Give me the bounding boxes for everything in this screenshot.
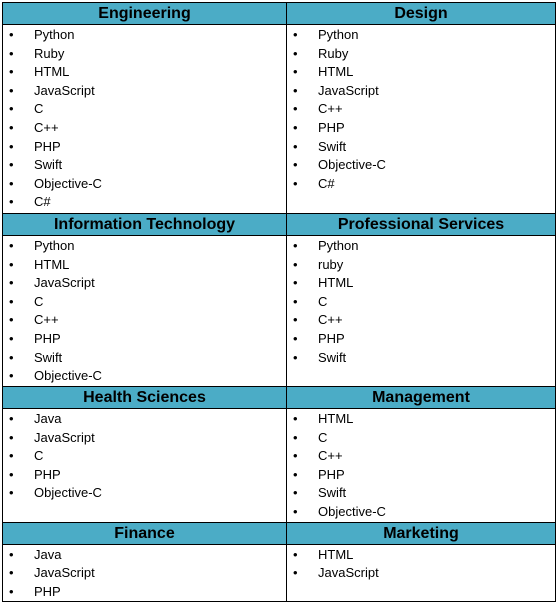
language-list-item: Objective-C xyxy=(3,367,286,386)
health-sciences-cell: JavaJavaScriptCPHPObjective-C xyxy=(2,408,287,523)
department-header-professional-services: Professional Services xyxy=(286,213,556,236)
design-language-list: PythonRubyHTMLJavaScriptC++PHPSwiftObjec… xyxy=(287,25,555,193)
language-list-item: Swift xyxy=(3,156,286,175)
language-list-item: C xyxy=(3,293,286,312)
language-list-item: HTML xyxy=(3,63,286,82)
language-list-item: C++ xyxy=(3,119,286,138)
language-list-item: Ruby xyxy=(3,45,286,64)
department-header-design: Design xyxy=(286,2,556,25)
language-list-item: C xyxy=(3,447,286,466)
language-list-item: PHP xyxy=(3,583,286,602)
department-header-engineering: Engineering xyxy=(2,2,287,25)
language-list-item: JavaScript xyxy=(3,564,286,583)
language-list-item: Swift xyxy=(287,484,555,503)
engineering-language-list: PythonRubyHTMLJavaScriptCC++PHPSwiftObje… xyxy=(3,25,286,212)
language-list-item: C++ xyxy=(3,311,286,330)
language-list-item: C# xyxy=(3,193,286,212)
language-list-item: Python xyxy=(3,237,286,256)
language-list-item: C xyxy=(287,293,555,312)
language-list-item: HTML xyxy=(287,274,555,293)
language-list-item: Ruby xyxy=(287,45,555,64)
language-list-item: Objective-C xyxy=(287,503,555,522)
information-technology-language-list: PythonHTMLJavaScriptCC++PHPSwiftObjectiv… xyxy=(3,236,286,386)
list-row-4: JavaJavaScriptPHP HTMLJavaScript xyxy=(2,543,556,603)
management-cell: HTMLCC++PHPSwiftObjective-C xyxy=(286,408,556,523)
finance-cell: JavaJavaScriptPHP xyxy=(2,543,287,603)
language-list-item: Objective-C xyxy=(3,484,286,503)
language-list-item: C xyxy=(287,429,555,448)
engineering-cell: PythonRubyHTMLJavaScriptCC++PHPSwiftObje… xyxy=(2,24,287,214)
language-list-item: C# xyxy=(287,175,555,194)
language-list-item: C++ xyxy=(287,311,555,330)
professional-services-language-list: PythonrubyHTMLCC++PHPSwift xyxy=(287,236,555,367)
language-list-item: JavaScript xyxy=(287,82,555,101)
language-list-item: HTML xyxy=(287,546,555,565)
header-row-2: Information Technology Professional Serv… xyxy=(2,213,556,236)
finance-language-list: JavaJavaScriptPHP xyxy=(3,545,286,602)
language-list-item: HTML xyxy=(287,410,555,429)
header-row-4: Finance Marketing xyxy=(2,521,556,545)
department-header-health-sciences: Health Sciences xyxy=(2,386,287,409)
design-cell: PythonRubyHTMLJavaScriptC++PHPSwiftObjec… xyxy=(286,24,556,214)
language-list-item: PHP xyxy=(287,466,555,485)
list-row-1: PythonRubyHTMLJavaScriptCC++PHPSwiftObje… xyxy=(2,24,556,214)
language-list-item: HTML xyxy=(287,63,555,82)
language-list-item: ruby xyxy=(287,256,555,275)
language-list-item: JavaScript xyxy=(3,82,286,101)
language-list-item: C xyxy=(3,100,286,119)
health-sciences-language-list: JavaJavaScriptCPHPObjective-C xyxy=(3,409,286,503)
department-header-finance: Finance xyxy=(2,521,287,545)
language-list-item: JavaScript xyxy=(3,429,286,448)
professional-services-cell: PythonrubyHTMLCC++PHPSwift xyxy=(286,235,556,387)
language-list-item: PHP xyxy=(287,119,555,138)
language-list-item: Java xyxy=(3,546,286,565)
language-list-item: PHP xyxy=(3,466,286,485)
language-list-item: JavaScript xyxy=(3,274,286,293)
language-list-item: PHP xyxy=(3,138,286,157)
language-list-item: Swift xyxy=(3,349,286,368)
language-list-item: Swift xyxy=(287,138,555,157)
marketing-cell: HTMLJavaScript xyxy=(286,543,556,603)
department-header-management: Management xyxy=(286,386,556,409)
language-list-item: Objective-C xyxy=(287,156,555,175)
language-list-item: PHP xyxy=(3,330,286,349)
management-language-list: HTMLCC++PHPSwiftObjective-C xyxy=(287,409,555,522)
information-technology-cell: PythonHTMLJavaScriptCC++PHPSwiftObjectiv… xyxy=(2,235,287,387)
language-list-item: Python xyxy=(287,26,555,45)
language-list-item: JavaScript xyxy=(287,564,555,583)
language-list-item: C++ xyxy=(287,100,555,119)
language-list-item: Swift xyxy=(287,349,555,368)
header-row-1: Engineering Design xyxy=(2,2,556,25)
language-list-item: Python xyxy=(287,237,555,256)
language-list-item: C++ xyxy=(287,447,555,466)
language-list-item: PHP xyxy=(287,330,555,349)
marketing-language-list: HTMLJavaScript xyxy=(287,545,555,583)
language-list-item: HTML xyxy=(3,256,286,275)
language-list-item: Python xyxy=(3,26,286,45)
list-row-2: PythonHTMLJavaScriptCC++PHPSwiftObjectiv… xyxy=(2,235,556,387)
department-header-marketing: Marketing xyxy=(286,521,556,545)
list-row-3: JavaJavaScriptCPHPObjective-C HTMLCC++PH… xyxy=(2,408,556,523)
department-header-information-technology: Information Technology xyxy=(2,213,287,236)
language-list-item: Objective-C xyxy=(3,175,286,194)
language-list-item: Java xyxy=(3,410,286,429)
header-row-3: Health Sciences Management xyxy=(2,386,556,409)
